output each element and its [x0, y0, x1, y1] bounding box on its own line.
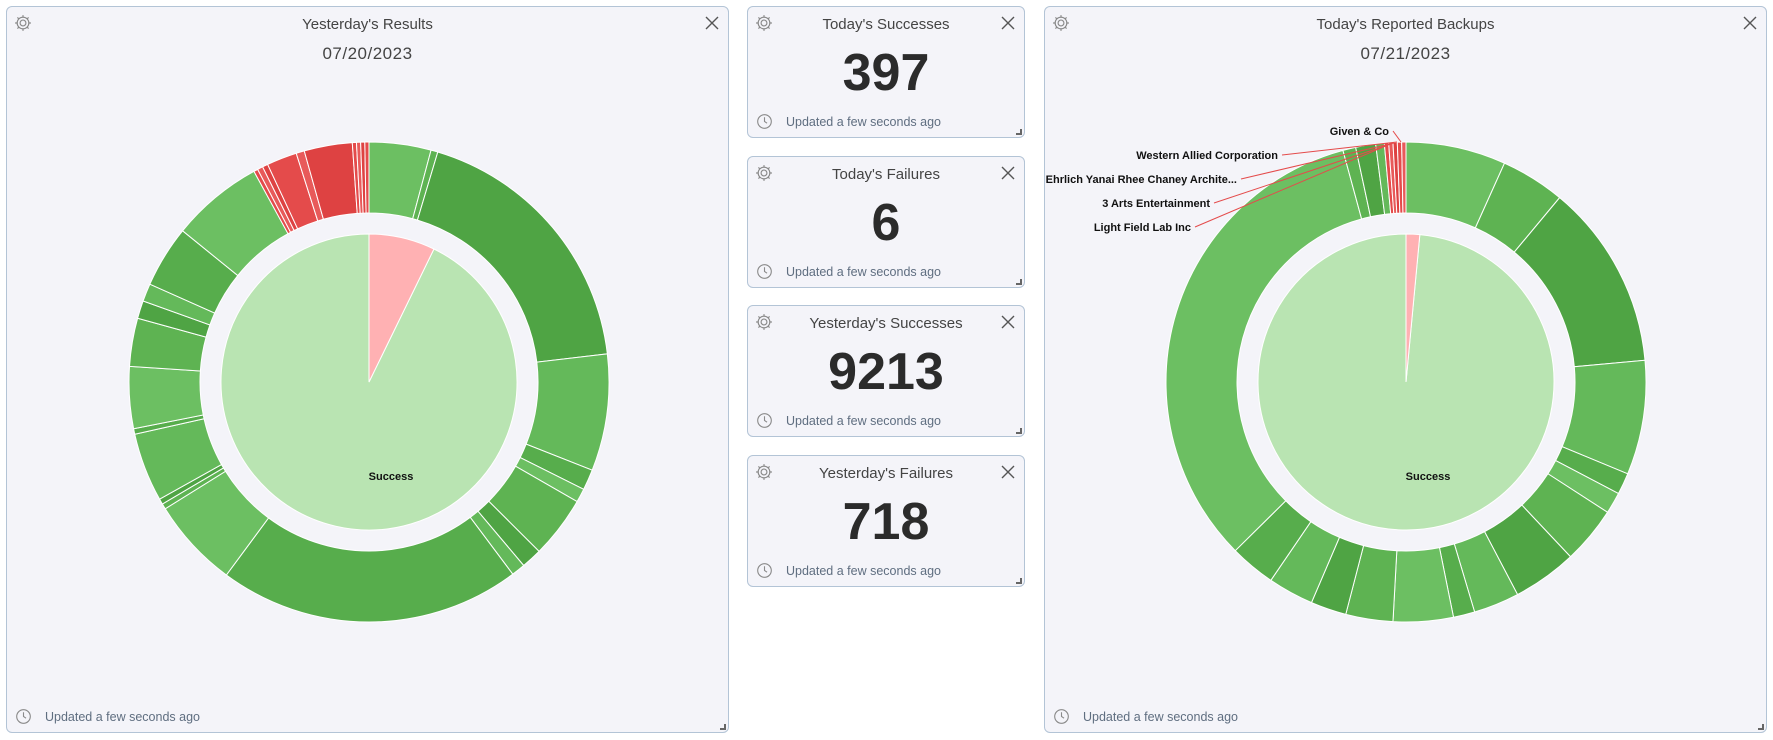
panel-title: Today's Failures [832, 166, 940, 183]
updated-text: Updated a few seconds ago [45, 709, 200, 724]
inner-slice-failure [1405, 233, 1421, 383]
gear-icon[interactable] [1051, 13, 1071, 33]
close-icon[interactable] [1000, 314, 1016, 330]
panel-footer: Updated a few seconds ago [756, 263, 941, 280]
panel-title: Yesterday's Successes [809, 315, 963, 332]
callout-label: 3 Arts Entertainment [1102, 198, 1210, 210]
close-icon[interactable] [1000, 165, 1016, 181]
clock-icon [757, 563, 772, 578]
gear-icon[interactable] [754, 312, 774, 332]
callout-line [1240, 142, 1395, 180]
updated-text: Updated a few seconds ago [786, 413, 941, 428]
stat-panel-yesterday-failures: Yesterday's Failures 718 Updated a few s… [747, 455, 1025, 587]
clock-icon [757, 114, 772, 129]
close-icon[interactable] [1000, 15, 1016, 31]
stat-value: 397 [842, 44, 930, 102]
callout-label: Western Allied Corporation [1136, 150, 1278, 162]
callout-line [1281, 141, 1398, 156]
callout-line [1213, 143, 1392, 204]
inner-slice-failure [368, 233, 435, 383]
gear-icon[interactable] [754, 462, 774, 482]
panel-title: Yesterday's Results [302, 16, 433, 33]
updated-text: Updated a few seconds ago [786, 264, 941, 279]
panel-title: Today's Reported Backups [1316, 16, 1495, 33]
updated-text: Updated a few seconds ago [786, 563, 941, 578]
callout-label: Given & Co [1330, 126, 1390, 138]
outer-slice-failure [1401, 141, 1407, 214]
gear-icon[interactable] [13, 13, 33, 33]
resize-handle[interactable] [1016, 279, 1022, 285]
stat-value: 718 [842, 493, 930, 551]
clock-icon [1054, 709, 1069, 724]
gear-icon[interactable] [754, 13, 774, 33]
close-icon[interactable] [704, 15, 720, 31]
stat-value: 6 [871, 194, 901, 252]
resize-handle[interactable] [720, 724, 726, 730]
panel-footer: Updated a few seconds ago [756, 562, 941, 579]
gear-icon[interactable] [754, 163, 774, 183]
outer-slice-failure [364, 141, 370, 214]
panel-title: Yesterday's Failures [818, 465, 954, 482]
clock-icon [757, 264, 772, 279]
inner-slice-label: Success [369, 471, 414, 483]
resize-handle[interactable] [1758, 724, 1764, 730]
clock-icon [16, 709, 31, 724]
panel-footer: Updated a few seconds ago [756, 113, 941, 130]
stat-panel-yesterday-successes: Yesterday's Successes 9213 Updated a few… [747, 305, 1025, 437]
outer-slice-success [1165, 149, 1363, 552]
today-backups-panel: Today's Reported Backups 07/21/2023 Succ… [1044, 6, 1767, 733]
panel-footer: Updated a few seconds ago [1053, 708, 1238, 725]
resize-handle[interactable] [1016, 129, 1022, 135]
updated-text: Updated a few seconds ago [1083, 709, 1238, 724]
stat-panel-today-failures: Today's Failures 6 Updated a few seconds… [747, 156, 1025, 288]
callout-label: Light Field Lab Inc [1094, 222, 1191, 234]
panel-date: 07/20/2023 [322, 44, 413, 63]
panel-footer: Updated a few seconds ago [15, 708, 200, 725]
resize-handle[interactable] [1016, 428, 1022, 434]
panel-date: 07/21/2023 [1360, 44, 1451, 63]
stat-panel-today-successes: Today's Successes 397 Updated a few seco… [747, 6, 1025, 138]
yesterday-results-chart: Success [128, 141, 610, 623]
updated-text: Updated a few seconds ago [786, 114, 941, 129]
close-icon[interactable] [1742, 15, 1758, 31]
panel-title: Today's Successes [822, 16, 950, 33]
clock-icon [757, 413, 772, 428]
resize-handle[interactable] [1016, 578, 1022, 584]
callout-line [1194, 144, 1389, 228]
panel-footer: Updated a few seconds ago [756, 412, 941, 429]
stat-value: 9213 [828, 343, 944, 401]
callout-label: Ehrlich Yanai Rhee Chaney Archite... [1046, 174, 1237, 186]
callout-line [1392, 130, 1402, 143]
inner-slice-label: Success [1406, 471, 1451, 483]
yesterday-results-panel: Yesterday's Results 07/20/2023 Success U… [6, 6, 729, 733]
close-icon[interactable] [1000, 464, 1016, 480]
today-backups-chart: Success Given & Co Western Allied Corporat… [1046, 126, 1647, 623]
